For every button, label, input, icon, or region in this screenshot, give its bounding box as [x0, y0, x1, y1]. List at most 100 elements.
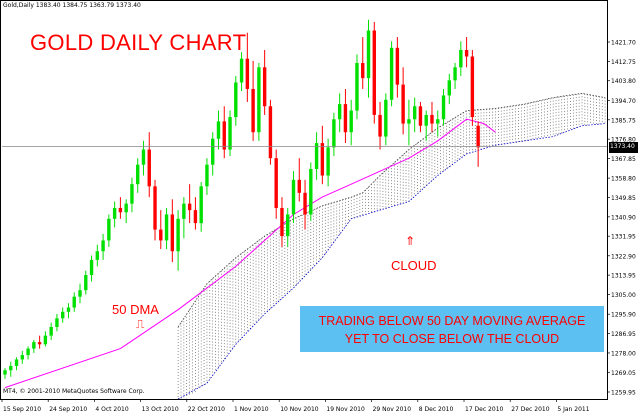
candle-body [61, 311, 65, 319]
y-tick-label: 1403.80 [611, 78, 636, 85]
ohlc-low: 1363.79 [89, 2, 115, 9]
candle-body [378, 114, 382, 137]
candle-body [337, 104, 342, 120]
candle-body [193, 210, 198, 224]
candle-body [164, 214, 169, 241]
y-tick-label: 1376.80 [611, 137, 636, 144]
y-tick-label: 1421.70 [611, 40, 636, 47]
y-tick-label: 1322.90 [611, 253, 636, 260]
candle-body [297, 179, 301, 193]
candle-body [37, 342, 42, 345]
y-tick-label: 1349.85 [611, 195, 636, 202]
candle-body [14, 359, 19, 366]
x-tick-label: 17 Dec 2010 [465, 406, 504, 413]
candle-body [436, 119, 440, 124]
candle-body [211, 138, 215, 165]
dma-annotation: 50 DMA [112, 302, 159, 317]
candle-body [101, 240, 105, 252]
x-axis: 15 Sep 2010 24 Sep 2010 4 Oct 2010 13 Oct 2… [1, 399, 590, 413]
candle-body [268, 106, 273, 159]
candle-body [182, 203, 186, 219]
candle-body [332, 119, 336, 148]
y-tick-label: 1367.85 [611, 156, 636, 163]
candle-body [326, 147, 330, 176]
candle-body [78, 290, 82, 297]
candle-body [228, 117, 232, 150]
candle-body [453, 67, 457, 81]
candle-body [9, 365, 13, 371]
candle-body [32, 342, 36, 349]
candle-body [72, 296, 76, 308]
candle-body [234, 82, 238, 118]
candle-body [303, 192, 307, 215]
y-tick-label: 1278.00 [611, 350, 636, 357]
x-tick-label: 10 Nov 2010 [280, 406, 319, 413]
candle-body [176, 218, 180, 252]
candle-body [84, 275, 88, 291]
x-tick-label: 15 Sep 2010 [3, 406, 41, 413]
candle-body [355, 62, 359, 111]
candle-body [95, 251, 100, 260]
candle-body [320, 143, 325, 176]
y-tick-label: 1331.95 [611, 234, 636, 241]
candle-body [159, 229, 163, 241]
info-line-1: TRADING BELOW 50 DAY MOVING AVERAGE [318, 314, 586, 328]
y-tick-label: 1412.75 [611, 59, 636, 66]
candle-body [199, 186, 203, 224]
candle-body [239, 58, 244, 83]
candle-body [372, 30, 376, 115]
cloud-lower-edge [177, 123, 606, 400]
cloud-arrow-icon: ⇑ [405, 234, 416, 248]
candle-body [49, 326, 53, 336]
cloud-annotation: CLOUD [391, 258, 437, 273]
candle-body [361, 62, 365, 79]
x-tick-label: 19 Nov 2010 [326, 406, 365, 413]
candle-body [43, 335, 48, 345]
candle-body [430, 114, 434, 124]
x-tick-label: 13 Oct 2010 [142, 406, 179, 413]
candle-body [136, 164, 140, 185]
candle-body [112, 207, 117, 219]
candle-body [459, 50, 463, 68]
candle-body [464, 50, 469, 57]
candlesticks [3, 19, 480, 379]
ohlc-high: 1384.75 [62, 2, 88, 9]
candle-body [251, 88, 255, 133]
info-line-2: YET TO CLOSE BELOW THE CLOUD [344, 332, 560, 346]
candle-body [170, 214, 175, 252]
candle-body [366, 30, 371, 79]
x-tick-label: 1 Nov 2010 [234, 406, 269, 413]
x-tick-label: 24 Sep 2010 [49, 406, 87, 413]
candle-body [245, 58, 250, 89]
dma-arrow-icon: ⎍ [136, 317, 145, 331]
y-tick-label: 1385.75 [611, 117, 636, 124]
y-tick-label: 1394.70 [611, 98, 636, 105]
ma-50-line [4, 118, 496, 389]
current-price-badge: 1373.40 [609, 142, 638, 153]
y-tick-label: 1259.95 [611, 390, 636, 397]
candle-body [309, 169, 313, 215]
candle-body [407, 119, 411, 124]
info-box: TRADING BELOW 50 DAY MOVING AVERAGE YET … [300, 306, 604, 352]
y-tick-label: 1286.95 [611, 331, 636, 338]
candle-body [470, 56, 475, 118]
candle-body [262, 67, 267, 107]
candle-body [476, 125, 480, 148]
y-tick-label: 1305.00 [611, 292, 636, 299]
y-tick-label: 1295.90 [611, 312, 636, 319]
candle-body [291, 179, 296, 215]
candle-body [257, 67, 261, 133]
symbol-name: Gold,Daily [3, 2, 34, 9]
chart-title: GOLD DAILY CHART [30, 30, 247, 55]
y-tick-label: 1358.80 [611, 176, 636, 183]
candle-body [141, 149, 146, 165]
cloud-upper-edge [177, 92, 606, 328]
candle-body [343, 104, 348, 133]
candle-body [418, 106, 423, 126]
candle-body [20, 355, 25, 360]
candle-body [424, 114, 428, 126]
candle-body [89, 259, 94, 276]
x-tick-label: 27 Dec 2010 [511, 406, 550, 413]
y-tick-label: 1269.05 [611, 370, 636, 377]
